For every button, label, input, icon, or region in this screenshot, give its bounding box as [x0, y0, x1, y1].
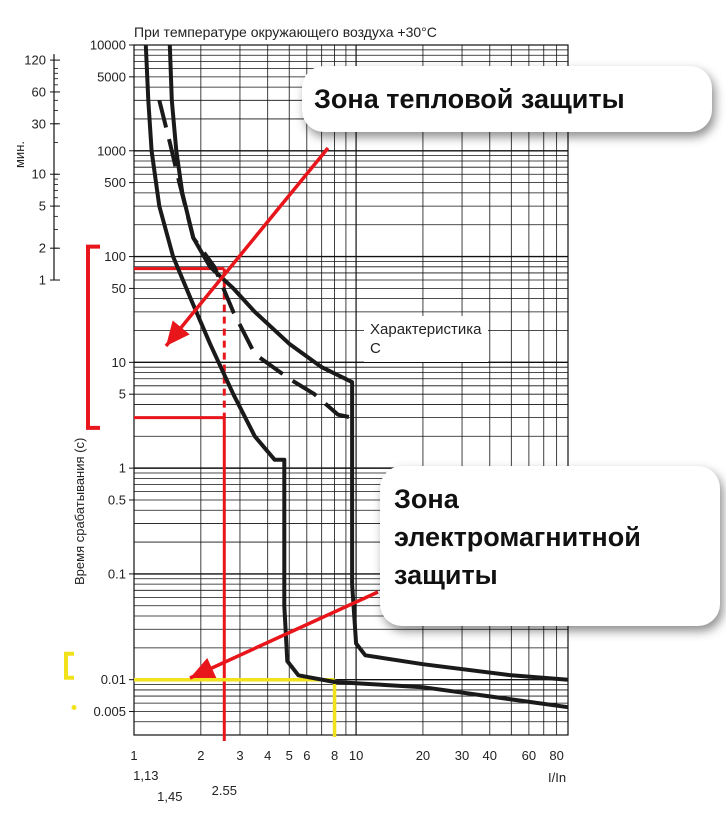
y-axis-label: Время срабатывания (с): [72, 438, 87, 585]
em-zone-line1: Зона: [394, 484, 459, 514]
characteristic-curve-1: [143, 44, 569, 710]
y-tick-label: 1: [119, 461, 126, 476]
em-arrow-shaft: [189, 590, 379, 680]
x-tick-label: 10: [349, 748, 363, 763]
x-tick-label: 20: [416, 748, 430, 763]
x-tick-label: 30: [455, 748, 469, 763]
yellow-dot: [71, 705, 77, 711]
x-tick-label: 4: [264, 748, 271, 763]
x-tick-label-extra: 2.55: [212, 783, 237, 798]
x-tick-label: 40: [483, 748, 497, 763]
characteristic-label-line2: С: [370, 340, 381, 357]
characteristic-label: Характеристика С: [364, 316, 488, 362]
em-arrow-head: [190, 658, 217, 679]
x-axis-label: I/In: [548, 770, 566, 785]
yellow-bracket: [64, 651, 74, 680]
red-bracket: [86, 244, 100, 430]
y-tick-label: 0.005: [93, 704, 126, 719]
x-tick-label: 3: [236, 748, 243, 763]
x-tick-label: 1: [130, 748, 137, 763]
characteristic-label-line1: Характеристика: [370, 321, 482, 338]
minutes-tick-label: 30: [32, 116, 46, 131]
minutes-tick-label: 5: [39, 199, 46, 214]
thermal-arrow-shaft: [164, 146, 330, 348]
thermal-zone-callout: Зона тепловой защиты: [302, 66, 712, 132]
minutes-tick-label: 2: [39, 241, 46, 256]
x-tick-label: 80: [549, 748, 563, 763]
minutes-tick-label: 10: [32, 167, 46, 182]
thermal-arrow-head: [166, 320, 190, 346]
x-tick-label: 5: [286, 748, 293, 763]
x-tick-label: 2: [197, 748, 204, 763]
chart-series: [143, 44, 569, 710]
y-tick-label: 1000: [97, 143, 126, 158]
x-tick-label: 60: [522, 748, 536, 763]
plot-frame: [133, 44, 569, 736]
chart-subtitle: При температуре окружающего воздуха +30°…: [134, 24, 437, 40]
minutes-tick-label: 60: [32, 84, 46, 99]
y-tick-label: 50: [112, 281, 126, 296]
thermal-zone-text: Зона тепловой защиты: [314, 84, 625, 114]
x-tick-label-extra: 1,13: [133, 768, 158, 783]
x-tick-label: 8: [331, 748, 338, 763]
y-tick-label: 0.1: [108, 566, 126, 581]
y-tick-label: 100: [104, 249, 126, 264]
minutes-tick-label: 120: [24, 53, 46, 68]
minutes-tick-label: 1: [39, 273, 46, 288]
y-tick-label: 0.5: [108, 492, 126, 507]
y-tick-label: 10: [112, 355, 126, 370]
electromagnetic-zone-callout: Зона электромагнитной защиты: [380, 466, 720, 626]
y-tick-label: 5: [119, 387, 126, 402]
callout-arrows: [164, 146, 379, 680]
reference-lines: [64, 244, 337, 741]
y-tick-label: 0.01: [101, 672, 126, 687]
x-tick-label: 6: [303, 748, 310, 763]
chart-axes: 10000 5000 1000 500 100 50 10 5 1 0.5 0.1 0.01 0.005…: [24, 38, 564, 805]
em-zone-line2: электромагнитной: [394, 522, 641, 552]
minutes-axis-label: мин.: [12, 141, 27, 168]
y-tick-label: 5000: [97, 69, 126, 84]
y-tick-label: 500: [104, 175, 126, 190]
em-zone-line3: защиты: [394, 560, 498, 590]
characteristic-curve-3: [157, 99, 353, 420]
x-tick-label-extra: 1,45: [157, 789, 182, 804]
y-tick-label: 10000: [90, 38, 126, 53]
